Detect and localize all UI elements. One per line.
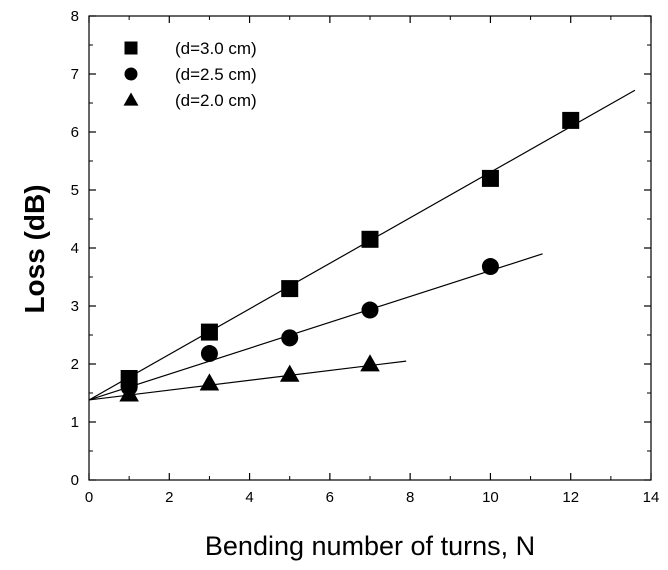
triangle-marker (360, 354, 380, 372)
square-marker (124, 41, 138, 55)
y-tick-label: 6 (71, 124, 79, 141)
triangle-marker (199, 373, 220, 391)
legend-label: (d=2.5 cm) (175, 65, 257, 84)
x-tick-label: 6 (326, 489, 334, 506)
y-tick-label: 1 (71, 414, 79, 431)
x-axis-title: Bending number of turns, N (205, 531, 535, 561)
x-tick-label: 2 (165, 489, 173, 506)
y-tick-label: 3 (71, 298, 79, 315)
axis-ticks (88, 15, 652, 481)
y-axis-title: Loss (dB) (19, 184, 50, 313)
x-tick-label: 14 (643, 489, 660, 506)
square-marker (562, 111, 580, 129)
square-marker (361, 230, 379, 248)
data-markers (119, 111, 580, 402)
x-tick-label: 10 (482, 489, 499, 506)
legend: (d=3.0 cm) (d=2.5 cm) (d=2.0 cm) (123, 39, 257, 110)
plot-frame (88, 15, 652, 481)
legend-label: (d=2.0 cm) (175, 91, 257, 110)
square-marker (281, 280, 299, 298)
y-tick-label: 8 (71, 8, 79, 25)
fit-line (88, 253, 543, 401)
y-tick-label: 7 (71, 66, 79, 83)
x-tick-label: 0 (85, 489, 93, 506)
square-marker (481, 169, 499, 187)
legend-label: (d=3.0 cm) (175, 39, 257, 58)
square-marker (200, 323, 218, 341)
circle-marker (200, 345, 218, 363)
fit-line (88, 360, 407, 401)
y-tick-label: 0 (71, 472, 79, 489)
triangle-marker (123, 92, 139, 106)
y-tick-label: 2 (71, 356, 79, 373)
circle-marker (281, 329, 299, 347)
y-tick-label: 4 (71, 240, 79, 257)
x-tick-label: 8 (406, 489, 414, 506)
circle-marker (124, 67, 138, 81)
triangle-marker (119, 384, 139, 402)
x-tick-label: 12 (562, 489, 579, 506)
x-tick-label: 4 (245, 489, 253, 506)
circle-marker (361, 301, 379, 319)
circle-marker (481, 258, 499, 276)
triangle-marker (279, 364, 300, 382)
y-tick-label: 5 (71, 182, 79, 199)
